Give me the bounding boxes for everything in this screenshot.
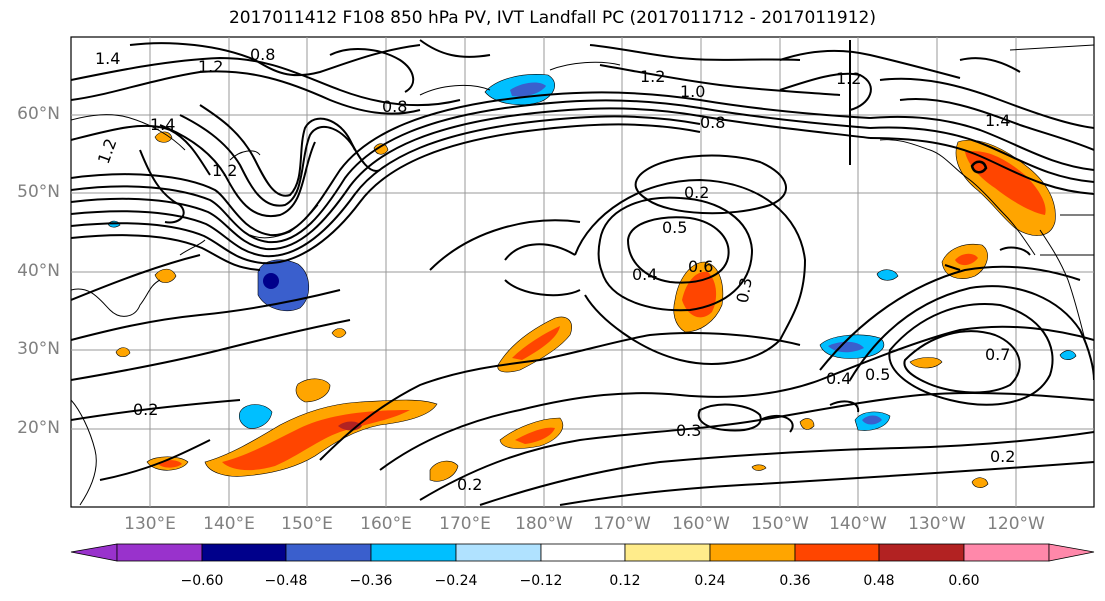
contour-labels: 1.4 1.2 0.8 1.2 1.4 1.2 0.8 1.2 1.0 0.8 … xyxy=(94,45,1016,494)
contour-oval-0.4 xyxy=(597,196,754,312)
lon-label: 140°W xyxy=(829,514,887,534)
lon-label: 170°W xyxy=(593,514,651,534)
shade-japan-negative xyxy=(257,259,310,312)
colorbar-tick: −0.36 xyxy=(349,573,393,589)
contour-label: 0.8 xyxy=(382,97,407,116)
colorbar-tick: 0.12 xyxy=(609,573,641,589)
lon-label: 150°E xyxy=(281,514,333,534)
colorbar-tick: −0.12 xyxy=(519,573,563,589)
coastlines xyxy=(71,44,1094,506)
contour-label: 0.5 xyxy=(865,365,890,384)
lon-label: 130°E xyxy=(124,514,176,534)
colorbar xyxy=(70,543,1095,562)
contour-label: 1.2 xyxy=(836,69,861,88)
lon-label: 180°W xyxy=(515,514,573,534)
lon-label: 160°W xyxy=(672,514,730,534)
colorbar-tick: −0.24 xyxy=(434,573,478,589)
lon-label: 150°W xyxy=(751,514,809,534)
contour-label: 0.4 xyxy=(826,369,851,388)
colorbar-tick: −0.48 xyxy=(264,573,308,589)
contour-oval-0.5 xyxy=(626,216,730,284)
contour-label: 1.4 xyxy=(150,115,175,134)
contour-oval-0.2 xyxy=(634,154,787,215)
lat-label: 30°N xyxy=(17,339,60,359)
shade-small-se xyxy=(909,357,943,369)
colorbar-under xyxy=(70,543,118,562)
lon-label: 140°E xyxy=(203,514,255,534)
colorbar-over xyxy=(1048,543,1095,562)
contour-label: 1.2 xyxy=(198,57,223,76)
pv-contours xyxy=(71,39,1094,506)
shade-west-small-negative xyxy=(238,404,273,429)
colorbar-tick: 0.60 xyxy=(948,573,980,589)
colorbar-tick: 0.48 xyxy=(863,573,895,589)
lat-label: 40°N xyxy=(17,261,60,281)
map-title: 2017011412 F108 850 hPa PV, IVT Landfall… xyxy=(228,8,876,28)
colorbar-tick: −0.60 xyxy=(180,573,224,589)
lon-label: 160°E xyxy=(360,514,412,534)
lat-label: 20°N xyxy=(17,418,60,438)
contour-label: 0.2 xyxy=(684,183,709,202)
contour-label: 1.2 xyxy=(212,161,237,180)
contour-label: 0.5 xyxy=(662,218,687,237)
shade-plume-darkred xyxy=(338,421,362,431)
lat-label: 60°N xyxy=(17,104,60,124)
contour-label: 1.4 xyxy=(985,111,1010,130)
colorbar-tick: 0.36 xyxy=(779,573,811,589)
contour-label: 0.2 xyxy=(457,475,482,494)
contour-label: 1.0 xyxy=(680,82,705,101)
contour-label: 0.2 xyxy=(133,400,158,419)
shading-positive xyxy=(115,131,1056,488)
contour-label: 0.4 xyxy=(632,265,657,284)
contour-label: 0.8 xyxy=(250,45,275,64)
contour-label: 0.6 xyxy=(688,257,713,276)
contour-label: 1.2 xyxy=(640,67,665,86)
contour-label: 0.7 xyxy=(985,345,1010,364)
shade-subtropical-plume-core xyxy=(222,410,410,471)
contour-label: 0.2 xyxy=(990,447,1015,466)
contour-label: 0.8 xyxy=(700,113,725,132)
shade-plume-north xyxy=(295,378,331,403)
colorbar-tick: 0.24 xyxy=(694,573,726,589)
lon-label: 130°W xyxy=(908,514,966,534)
contour-label: 0.3 xyxy=(676,421,701,440)
contour-label: 0.3 xyxy=(733,276,756,304)
lat-label: 50°N xyxy=(17,182,60,202)
lon-label: 170°E xyxy=(439,514,491,534)
lon-label: 120°W xyxy=(987,514,1045,534)
contour-label: 1.4 xyxy=(95,49,120,68)
